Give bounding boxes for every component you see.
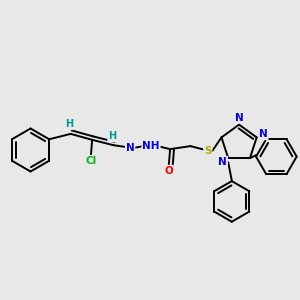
Text: NH: NH: [142, 141, 160, 151]
Text: H: H: [108, 131, 116, 141]
Text: N: N: [218, 157, 227, 167]
Text: Cl: Cl: [85, 156, 96, 166]
Text: N: N: [259, 129, 268, 140]
Text: N: N: [235, 113, 244, 123]
Text: N: N: [126, 142, 134, 153]
Text: S: S: [204, 146, 212, 156]
Text: H: H: [65, 119, 73, 129]
Text: O: O: [164, 166, 173, 176]
